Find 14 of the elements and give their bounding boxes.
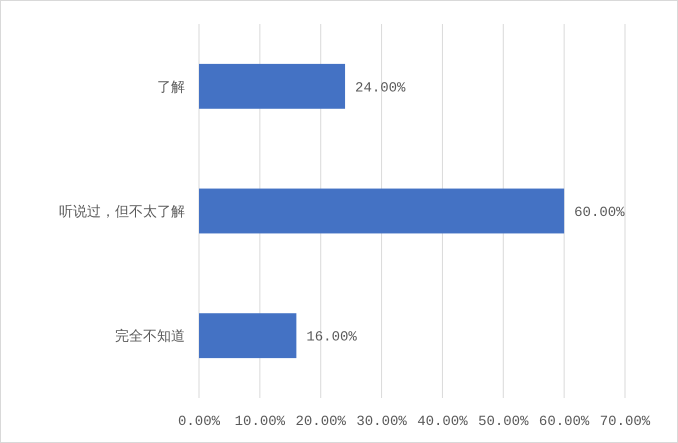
data-label: 60.00% — [574, 205, 626, 221]
x-tick-label: 70.00% — [600, 414, 651, 430]
x-tick-label: 40.00% — [417, 414, 468, 430]
x-tick-label: 50.00% — [478, 414, 530, 430]
data-label: 16.00% — [306, 330, 358, 346]
y-tick-label: 了解 — [157, 79, 185, 96]
x-tick-label: 60.00% — [538, 414, 590, 430]
x-tick-label: 30.00% — [356, 414, 408, 430]
x-tick-label: 10.00% — [234, 414, 286, 430]
y-tick-label: 完全不知道 — [115, 328, 185, 345]
x-tick-label: 0.00% — [178, 414, 221, 430]
x-tick-label: 20.00% — [296, 414, 347, 430]
y-tick-label: 听说过，但不太了解 — [59, 204, 185, 220]
data-label: 24.00% — [355, 80, 406, 96]
